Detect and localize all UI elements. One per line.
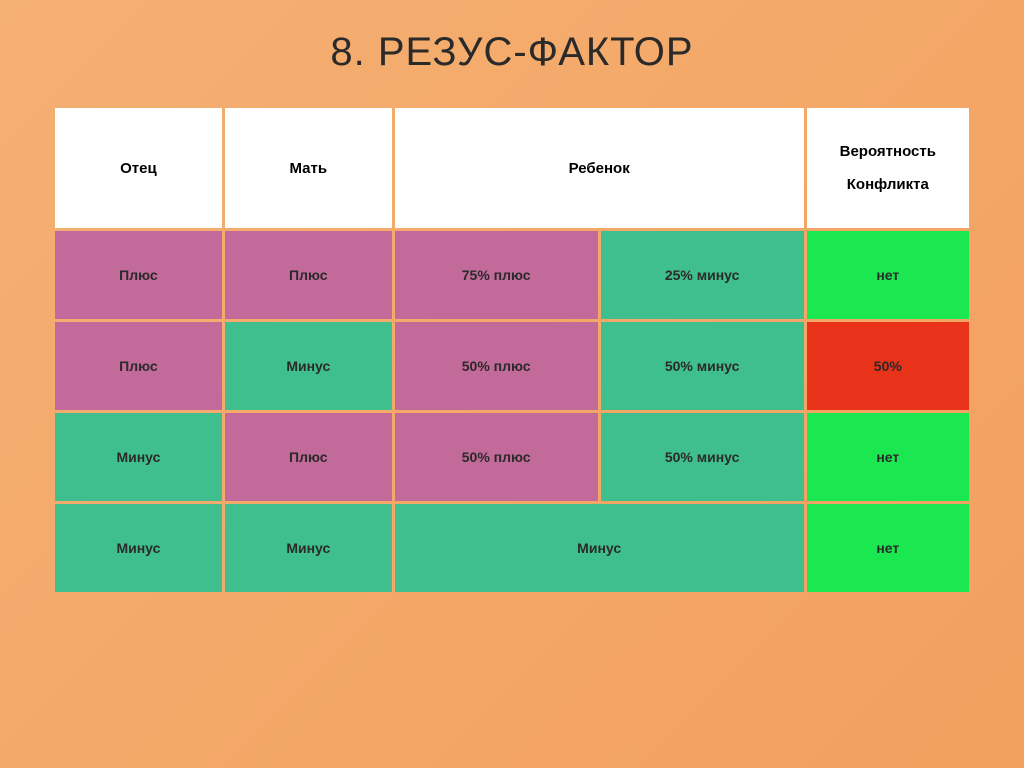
cell-child-b: 25% минус bbox=[601, 231, 804, 319]
cell-father: Минус bbox=[55, 504, 222, 592]
table-row: Плюс Плюс 75% плюс 25% минус нет bbox=[55, 231, 969, 319]
header-probability-line2: Конфликта bbox=[847, 176, 929, 193]
cell-child-b: 50% минус bbox=[601, 322, 804, 410]
cell-probability: нет bbox=[807, 413, 969, 501]
cell-mother: Минус bbox=[225, 322, 392, 410]
rh-factor-table-container: Отец Мать Ребенок Вероятность Конфликта … bbox=[52, 105, 972, 595]
cell-father: Плюс bbox=[55, 322, 222, 410]
cell-child-a: 75% плюс bbox=[395, 231, 598, 319]
cell-child-b: 50% минус bbox=[601, 413, 804, 501]
table-header-row: Отец Мать Ребенок Вероятность Конфликта bbox=[55, 108, 969, 228]
table-row: Минус Минус Минус нет bbox=[55, 504, 969, 592]
cell-mother: Плюс bbox=[225, 413, 392, 501]
page-title: 8. РЕЗУС-ФАКТОР bbox=[330, 30, 693, 75]
cell-child-a: 50% плюс bbox=[395, 413, 598, 501]
cell-father: Плюс bbox=[55, 231, 222, 319]
cell-probability: 50% bbox=[807, 322, 969, 410]
table-body: Плюс Плюс 75% плюс 25% минус нет Плюс Ми… bbox=[55, 231, 969, 592]
header-probability-line1: Вероятность bbox=[840, 143, 936, 160]
cell-mother: Минус bbox=[225, 504, 392, 592]
table-row: Минус Плюс 50% плюс 50% минус нет bbox=[55, 413, 969, 501]
cell-probability: нет bbox=[807, 504, 969, 592]
table-row: Плюс Минус 50% плюс 50% минус 50% bbox=[55, 322, 969, 410]
header-child: Ребенок bbox=[395, 108, 804, 228]
cell-probability: нет bbox=[807, 231, 969, 319]
cell-child-merged: Минус bbox=[395, 504, 804, 592]
header-father: Отец bbox=[55, 108, 222, 228]
header-probability: Вероятность Конфликта bbox=[807, 108, 969, 228]
rh-factor-table: Отец Мать Ребенок Вероятность Конфликта … bbox=[52, 105, 972, 595]
cell-mother: Плюс bbox=[225, 231, 392, 319]
header-mother: Мать bbox=[225, 108, 392, 228]
cell-child-a: 50% плюс bbox=[395, 322, 598, 410]
cell-father: Минус bbox=[55, 413, 222, 501]
